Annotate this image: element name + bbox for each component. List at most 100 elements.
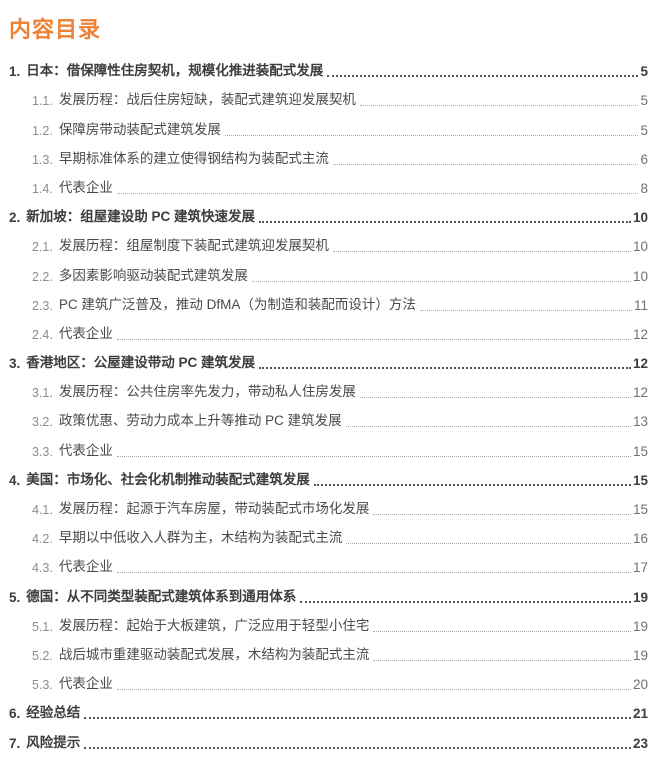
toc-entry-number: 2.3. <box>32 298 53 313</box>
toc-entry[interactable]: 4.1. 发展历程：起源于汽车房屋，带动装配式市场化发展 15 <box>9 494 648 523</box>
toc-entry-title: 发展历程：战后住房短缺，装配式建筑迎发展契机 <box>58 92 356 108</box>
toc-entry-page: 5 <box>640 64 648 80</box>
toc-entry[interactable]: 2.4. 代表企业 12 <box>9 319 648 348</box>
dot-leader <box>373 514 631 515</box>
dot-leader <box>373 659 631 661</box>
dot-leader <box>332 251 631 253</box>
toc-entry[interactable]: 1. 日本：借保障性住房契机，规模化推进装配式发展 5 <box>9 56 648 85</box>
toc-entry-number: 3.1. <box>32 386 53 401</box>
toc-entry-number: 1.2. <box>32 123 53 138</box>
toc-entry-title: 发展历程：公共住房率先发力，带动私人住房发展 <box>58 384 356 400</box>
toc-entry[interactable]: 3.2. 政策优惠、劳动力成本上升等推动 PC 建筑发展 13 <box>9 406 648 435</box>
toc-entry-title: 美国：市场化、社会化机制推动装配式建筑发展 <box>26 471 310 487</box>
toc-entry-page: 20 <box>632 677 648 693</box>
toc-entry[interactable]: 4.3. 代表企业 17 <box>9 552 648 581</box>
toc-entry-number: 4.3. <box>32 561 53 576</box>
toc-entry-title: 代表企业 <box>58 559 113 575</box>
dot-leader <box>259 367 631 370</box>
toc-entry[interactable]: 1.2. 保障房带动装配式建筑发展 5 <box>9 114 648 143</box>
toc-entry-page: 23 <box>632 735 648 751</box>
toc-entry-number: 6. <box>9 706 21 722</box>
toc-entry[interactable]: 1.3. 早期标准体系的建立使得钢结构为装配式主流 6 <box>9 144 648 173</box>
toc-entry-title: 发展历程：组屋制度下装配式建筑迎发展契机 <box>58 238 329 254</box>
dot-leader <box>259 221 631 224</box>
toc-entry-number: 5.1. <box>32 619 53 634</box>
toc-entry-number: 1. <box>9 64 21 80</box>
toc-entry-title: 早期以中低收入人群为主，木结构为装配式主流 <box>58 530 343 546</box>
dot-leader <box>313 483 631 486</box>
dot-leader <box>346 543 631 545</box>
toc-entry-title: 代表企业 <box>58 179 113 195</box>
toc-entry-page: 15 <box>632 472 648 488</box>
toc-entry-page: 19 <box>632 618 648 634</box>
toc-entry-number: 3.3. <box>32 444 53 459</box>
toc-entry-title: 保障房带动装配式建筑发展 <box>58 121 221 137</box>
toc-entry[interactable]: 3. 香港地区：公屋建设带动 PC 建筑发展 12 <box>9 348 648 377</box>
dot-leader <box>359 397 631 399</box>
toc-entry[interactable]: 2.2. 多因素影响驱动装配式建筑发展 10 <box>9 260 648 289</box>
toc-entry-page: 8 <box>640 180 648 196</box>
toc-entry[interactable]: 5. 德国：从不同类型装配式建筑体系到通用体系 19 <box>9 581 648 610</box>
toc-entry-title: 多因素影响驱动装配式建筑发展 <box>58 267 248 283</box>
dot-leader <box>327 75 639 78</box>
toc-entry-title: 新加坡：组屋建设助 PC 建筑快速发展 <box>26 209 256 225</box>
toc-entry-number: 1.1. <box>32 94 53 109</box>
toc-entry-page: 15 <box>632 443 648 459</box>
toc-entry-page: 10 <box>632 210 648 226</box>
toc-entry-number: 3. <box>9 356 21 372</box>
toc-entry-title: 经验总结 <box>26 705 81 721</box>
dot-leader <box>116 192 639 194</box>
toc-entry[interactable]: 6. 经验总结 21 <box>9 698 648 727</box>
toc-entry-number: 5. <box>9 589 21 605</box>
dot-leader <box>84 746 631 749</box>
toc-entry-page: 19 <box>632 647 648 663</box>
toc-entry-page: 5 <box>640 93 648 109</box>
toc-entry[interactable]: 2.3. PC 建筑广泛普及，推动 DfMA（为制造和装配而设计）方法 11 <box>9 290 648 319</box>
dot-leader <box>224 134 639 136</box>
toc-entry-title: 政策优惠、劳动力成本上升等推动 PC 建筑发展 <box>58 413 342 429</box>
toc-entry-page: 13 <box>632 414 648 430</box>
page-title: 内容目录 <box>9 17 102 42</box>
dot-leader <box>332 163 639 165</box>
toc-entry[interactable]: 3.1. 发展历程：公共住房率先发力，带动私人住房发展 12 <box>9 377 648 406</box>
dot-leader <box>419 309 632 311</box>
toc-entry-page: 6 <box>640 151 648 167</box>
toc-entry[interactable]: 2. 新加坡：组屋建设助 PC 建筑快速发展 10 <box>9 202 648 231</box>
toc-entry-number: 2.1. <box>32 240 53 255</box>
toc-entry-page: 12 <box>632 356 648 372</box>
toc-entry-page: 10 <box>632 268 648 284</box>
toc-entry-number: 2.4. <box>32 327 53 342</box>
toc-entry[interactable]: 5.3. 代表企业 20 <box>9 669 648 698</box>
toc-entry[interactable]: 1.1. 发展历程：战后住房短缺，装配式建筑迎发展契机 5 <box>9 85 648 114</box>
toc-entry[interactable]: 1.4. 代表企业 8 <box>9 173 648 202</box>
toc-entry-page: 12 <box>632 326 648 342</box>
toc-entry-title: 代表企业 <box>58 442 113 458</box>
toc-entry-title: 香港地区：公屋建设带动 PC 建筑发展 <box>26 355 256 371</box>
dot-leader <box>300 600 631 603</box>
toc-entry-title: 风险提示 <box>26 734 81 750</box>
toc-entry[interactable]: 2.1. 发展历程：组屋制度下装配式建筑迎发展契机 10 <box>9 231 648 260</box>
toc-entry-number: 4.1. <box>32 503 53 517</box>
toc-entry[interactable]: 5.2. 战后城市重建驱动装配式发展，木结构为装配式主流 19 <box>9 640 648 669</box>
toc-entry[interactable]: 3.3. 代表企业 15 <box>9 435 648 464</box>
dot-leader <box>251 280 631 282</box>
toc-entry-number: 4.2. <box>32 532 53 547</box>
toc-entry-title: 战后城市重建驱动装配式发展，木结构为装配式主流 <box>58 646 370 662</box>
toc-entry[interactable]: 4.2. 早期以中低收入人群为主，木结构为装配式主流 16 <box>9 523 648 552</box>
toc-entry-number: 1.4. <box>32 181 53 196</box>
toc-entry-title: 发展历程：起源于汽车房屋，带动装配式市场化发展 <box>58 501 370 516</box>
toc-entry-page: 17 <box>632 560 648 576</box>
toc-entry-title: 代表企业 <box>58 325 113 341</box>
toc-entry-title: 发展历程：起始于大板建筑，广泛应用于轻型小住宅 <box>58 617 370 633</box>
toc-list: 1. 日本：借保障性住房契机，规模化推进装配式发展 5 1.1. 发展历程：战后… <box>9 56 648 757</box>
toc-entry[interactable]: 7. 风险提示 23 <box>9 727 648 756</box>
toc-entry-number: 4. <box>9 472 21 488</box>
toc-entry-number: 5.3. <box>32 678 53 693</box>
toc-entry-number: 2. <box>9 210 21 226</box>
toc-entry-title: 代表企业 <box>58 676 113 692</box>
toc-entry[interactable]: 4. 美国：市场化、社会化机制推动装配式建筑发展 15 <box>9 465 648 494</box>
toc-entry-page: 10 <box>632 239 648 255</box>
toc-entry-page: 19 <box>632 589 648 605</box>
toc-entry[interactable]: 5.1. 发展历程：起始于大板建筑，广泛应用于轻型小住宅 19 <box>9 611 648 640</box>
dot-leader <box>359 105 639 107</box>
